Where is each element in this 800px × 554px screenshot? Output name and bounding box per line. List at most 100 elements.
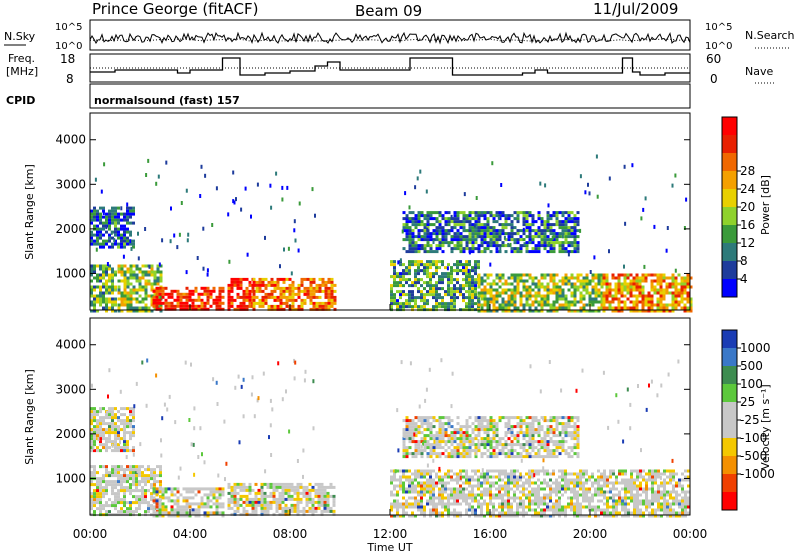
echo-cell [588,499,591,503]
echo-cell [411,511,414,515]
echo-cell [147,504,150,508]
echo-cell [471,443,475,447]
echo-cell [158,292,162,296]
echo-cell [420,214,424,218]
echo-cell [671,183,674,188]
echo-cell [396,505,399,509]
echo-cell [236,307,240,311]
echo-cell [117,206,120,210]
echo-cell [486,505,489,509]
echo-cell [477,505,480,509]
echo-cell [489,490,492,494]
echo-cell [93,407,96,411]
echo-cell [93,501,96,505]
echo-cell [287,497,291,501]
echo-cell [242,292,246,296]
echo-cell [242,295,246,299]
echo-cell [206,307,210,311]
echo-cell [573,250,577,254]
echo-cell [591,276,595,280]
echo-cell [531,238,535,242]
echo-cell [558,505,561,509]
echo-cell [534,490,537,494]
echo-cell [269,485,273,489]
echo-cell [179,292,183,296]
echo-cell [123,419,126,423]
echo-cell [669,514,672,518]
echo-cell [432,287,435,291]
echo-cell [573,493,576,497]
echo-cell [167,295,171,299]
echo-cell [411,487,414,491]
velocity-data [90,358,690,518]
echo-cell [453,232,457,236]
echo-cell [573,238,577,242]
echo-cell [564,220,568,224]
echo-cell [516,475,519,479]
echo-cell [123,239,126,243]
echo-cell [221,505,225,509]
echo-cell [525,511,528,515]
echo-cell [90,416,93,420]
echo-cell [540,487,543,491]
echo-cell [96,419,99,423]
echo-cell [90,233,93,237]
echo-cell [627,481,630,485]
echo-cell [206,292,210,296]
echo-cell [411,490,414,494]
echo-cell [687,505,690,509]
echo-cell [501,288,505,292]
echo-cell [108,446,111,450]
echo-cell [396,511,399,515]
echo-cell [531,214,535,218]
echo-cell [102,422,105,426]
echo-cell [555,211,559,215]
echo-cell [674,300,678,304]
echo-cell [465,431,469,435]
echo-cell [90,264,93,268]
echo-cell [420,235,424,239]
echo-cell [420,211,424,215]
echo-cell [255,283,259,287]
echo-cell [507,478,510,482]
echo-cell [537,217,541,221]
echo-cell [675,484,678,488]
echo-cell [689,303,693,307]
echo-cell [465,302,468,306]
echo-cell [282,280,286,284]
echo-cell [543,232,547,236]
echo-cell [314,506,318,510]
echo-cell [270,307,274,311]
echo-cell [123,282,127,286]
echo-cell [93,239,96,243]
echo-cell [582,285,586,289]
echo-cell [555,493,558,497]
echo-cell [281,506,285,510]
echo-cell [239,277,243,281]
echo-cell [260,506,264,510]
echo-cell [546,217,550,221]
echo-cell [540,244,544,248]
echo-cell [393,275,396,279]
echo-cell [161,295,165,299]
echo-cell [480,229,484,233]
echo-cell [465,284,468,288]
echo-cell [90,480,93,484]
echo-cell [546,502,549,506]
echo-cell [582,499,585,503]
echo-cell [438,434,442,438]
echo-cell [471,293,474,297]
echo-cell [153,306,157,310]
echo-cell [600,475,603,479]
echo-cell [450,511,453,515]
echo-cell [603,490,606,494]
echo-cell [155,307,159,311]
echo-cell [627,484,630,488]
echo-cell [558,499,561,503]
echo-cell [471,428,475,432]
echo-cell [426,302,429,306]
echo-cell [558,481,561,485]
echo-cell [588,282,592,286]
echo-cell [552,490,555,494]
echo-cell [147,270,151,274]
